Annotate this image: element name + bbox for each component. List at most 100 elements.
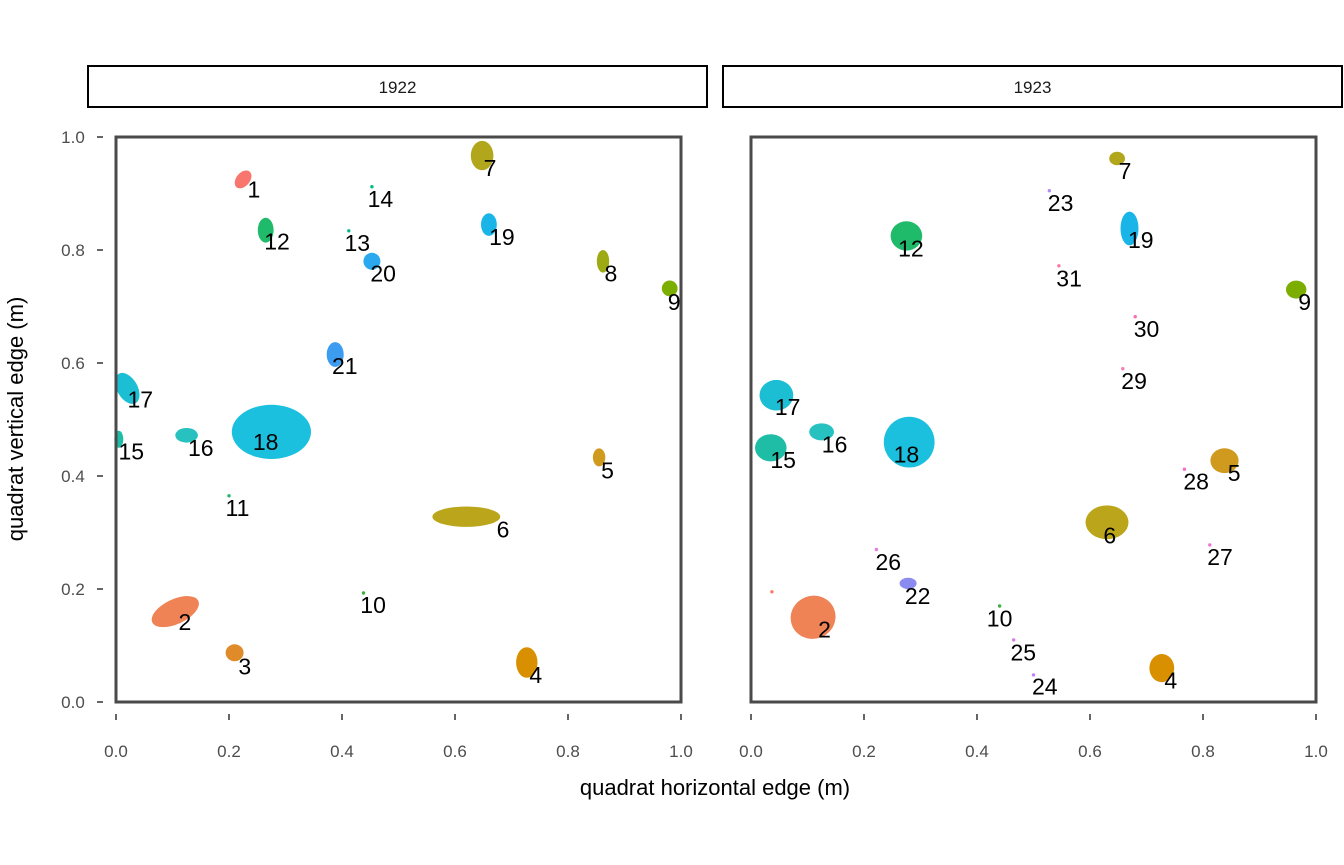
plant-polygon-1923-24 <box>1031 673 1036 677</box>
plant-label-1923-4: 4 <box>1164 668 1177 694</box>
plant-polygon-1923-26 <box>874 547 879 552</box>
plant-polygon-1923-4 <box>1149 654 1175 683</box>
plant-label-1922-12: 12 <box>264 229 290 255</box>
plant-polygon-1922-17 <box>115 372 140 404</box>
plant-label-1922-14: 14 <box>368 186 394 212</box>
plant-label-1922-17: 17 <box>128 387 154 413</box>
plant-label-1923-26: 26 <box>876 549 902 575</box>
facet-strip-1922 <box>87 65 708 108</box>
facet-label-1922: 1922 <box>379 78 417 97</box>
plant-label-1923-28: 28 <box>1183 469 1209 495</box>
plant-polygon-1923-6 <box>1085 505 1129 540</box>
plant-label-1922-6: 6 <box>497 517 510 543</box>
plant-polygon-1923-22 <box>899 577 917 590</box>
panel-border-1922 <box>114 135 683 704</box>
plant-label-1922-21: 21 <box>332 353 358 379</box>
plant-label-1922-20: 20 <box>370 261 396 287</box>
plant-label-1923-29: 29 <box>1121 368 1147 394</box>
plant-label-1923-22: 22 <box>905 583 931 609</box>
plant-polygon-1922-2 <box>151 596 199 628</box>
plant-polygon-1923-12 <box>890 221 923 251</box>
x-tick-label-1923-0.8: 0.8 <box>1191 742 1215 761</box>
plant-polygon-1923-31 <box>1057 264 1061 268</box>
plant-label-1922-7: 7 <box>484 155 497 181</box>
x-tick-label-1922-1.0: 1.0 <box>669 742 693 761</box>
plant-polygon-1922-10 <box>361 591 366 595</box>
plant-label-1923-27: 27 <box>1207 544 1233 570</box>
y-tick-label-0.2: 0.2 <box>61 580 85 599</box>
x-tick-label-1922-0.2: 0.2 <box>217 742 241 761</box>
plant-polygon-1922-16 <box>175 428 198 443</box>
plant-label-1923-30: 30 <box>1134 316 1160 342</box>
plant-polygon-1922-19 <box>481 213 497 236</box>
plant-polygon-1923-10 <box>997 604 1002 608</box>
x-tick-label-1923-0.4: 0.4 <box>965 742 989 761</box>
plant-label-1923-25: 25 <box>1011 639 1037 665</box>
x-tick-label-1923-0.0: 0.0 <box>739 742 763 761</box>
plant-polygon-1923-2 <box>790 595 836 639</box>
plant-polygon-1922-6 <box>432 506 501 527</box>
plant-label-1922-1: 1 <box>248 177 261 203</box>
x-axis-title: quadrat horizontal edge (m) <box>580 775 850 800</box>
y-tick-label-1.0: 1.0 <box>61 128 85 147</box>
facet-strip-1923 <box>722 65 1343 108</box>
plant-polygon-1923-unlabeled <box>770 590 774 594</box>
plant-label-1922-13: 13 <box>345 230 371 256</box>
plant-label-1923-23: 23 <box>1048 190 1074 216</box>
plant-label-1922-9: 9 <box>668 289 681 315</box>
plant-polygon-1923-30 <box>1133 315 1137 319</box>
plant-label-1923-24: 24 <box>1032 674 1058 700</box>
x-tick-label-1923-0.2: 0.2 <box>852 742 876 761</box>
x-tick-label-1922-0.8: 0.8 <box>556 742 580 761</box>
plant-label-1922-19: 19 <box>489 224 515 250</box>
plant-polygon-1922-20 <box>363 252 381 270</box>
y-axis-title: quadrat vertical edge (m) <box>3 297 28 542</box>
y-tick-label-0.6: 0.6 <box>61 354 85 373</box>
plant-label-1922-16: 16 <box>188 435 214 461</box>
plant-polygon-1922-3 <box>225 644 244 662</box>
plant-polygon-1922-4 <box>516 647 538 678</box>
plant-polygon-1922-14 <box>370 185 374 189</box>
x-tick-label-1922-0.6: 0.6 <box>443 742 467 761</box>
x-tick-label-1922-0.4: 0.4 <box>330 742 354 761</box>
x-tick-label-1922-0.0: 0.0 <box>104 742 128 761</box>
plant-polygon-1923-28 <box>1182 467 1187 471</box>
plant-polygon-1922-13 <box>347 229 351 233</box>
plant-polygon-1923-9 <box>1286 280 1307 299</box>
plant-label-1922-3: 3 <box>238 653 251 679</box>
plant-polygon-1923-5 <box>1210 448 1239 474</box>
plant-label-1923-6: 6 <box>1103 522 1116 548</box>
plant-polygon-1922-8 <box>596 249 610 273</box>
plant-polygon-1922-7 <box>470 140 494 171</box>
plant-label-1922-4: 4 <box>529 662 542 688</box>
plant-label-1923-31: 31 <box>1056 265 1082 291</box>
plant-label-1923-15: 15 <box>770 447 796 473</box>
plant-label-1923-7: 7 <box>1119 158 1132 184</box>
plant-label-1922-8: 8 <box>605 261 618 287</box>
facet-label-1923: 1923 <box>1014 78 1052 97</box>
x-tick-label-1923-0.6: 0.6 <box>1078 742 1102 761</box>
plant-polygon-1922-18 <box>231 404 311 459</box>
y-tick-label-0.0: 0.0 <box>61 693 85 712</box>
plant-label-1923-16: 16 <box>822 431 848 457</box>
plant-polygon-1923-18 <box>883 416 935 468</box>
plant-label-1922-5: 5 <box>601 457 614 483</box>
plant-polygon-1922-9 <box>661 280 678 297</box>
plant-label-1923-12: 12 <box>898 235 924 261</box>
plant-label-1923-5: 5 <box>1228 460 1241 486</box>
axes: 0.0 0.2 0.4 0.6 0.8 1.0 0.0 0.2 0.4 0.6 0.8 1.0 0.0 0… <box>61 128 1328 761</box>
plant-label-1923-17: 17 <box>775 394 801 420</box>
plant-polygon-1923-27 <box>1208 543 1212 547</box>
plant-polygon-1923-15 <box>755 434 787 462</box>
plant-label-1922-15: 15 <box>119 439 145 465</box>
plant-label-1922-2: 2 <box>179 609 192 635</box>
plant-label-1923-18: 18 <box>894 442 920 468</box>
plant-polygon-1923-25 <box>1012 638 1016 642</box>
plant-label-1923-10: 10 <box>987 605 1013 631</box>
plant-polygon-1923-23 <box>1047 189 1052 193</box>
plant-polygon-1923-29 <box>1121 367 1125 371</box>
plant-label-1923-9: 9 <box>1298 289 1311 315</box>
